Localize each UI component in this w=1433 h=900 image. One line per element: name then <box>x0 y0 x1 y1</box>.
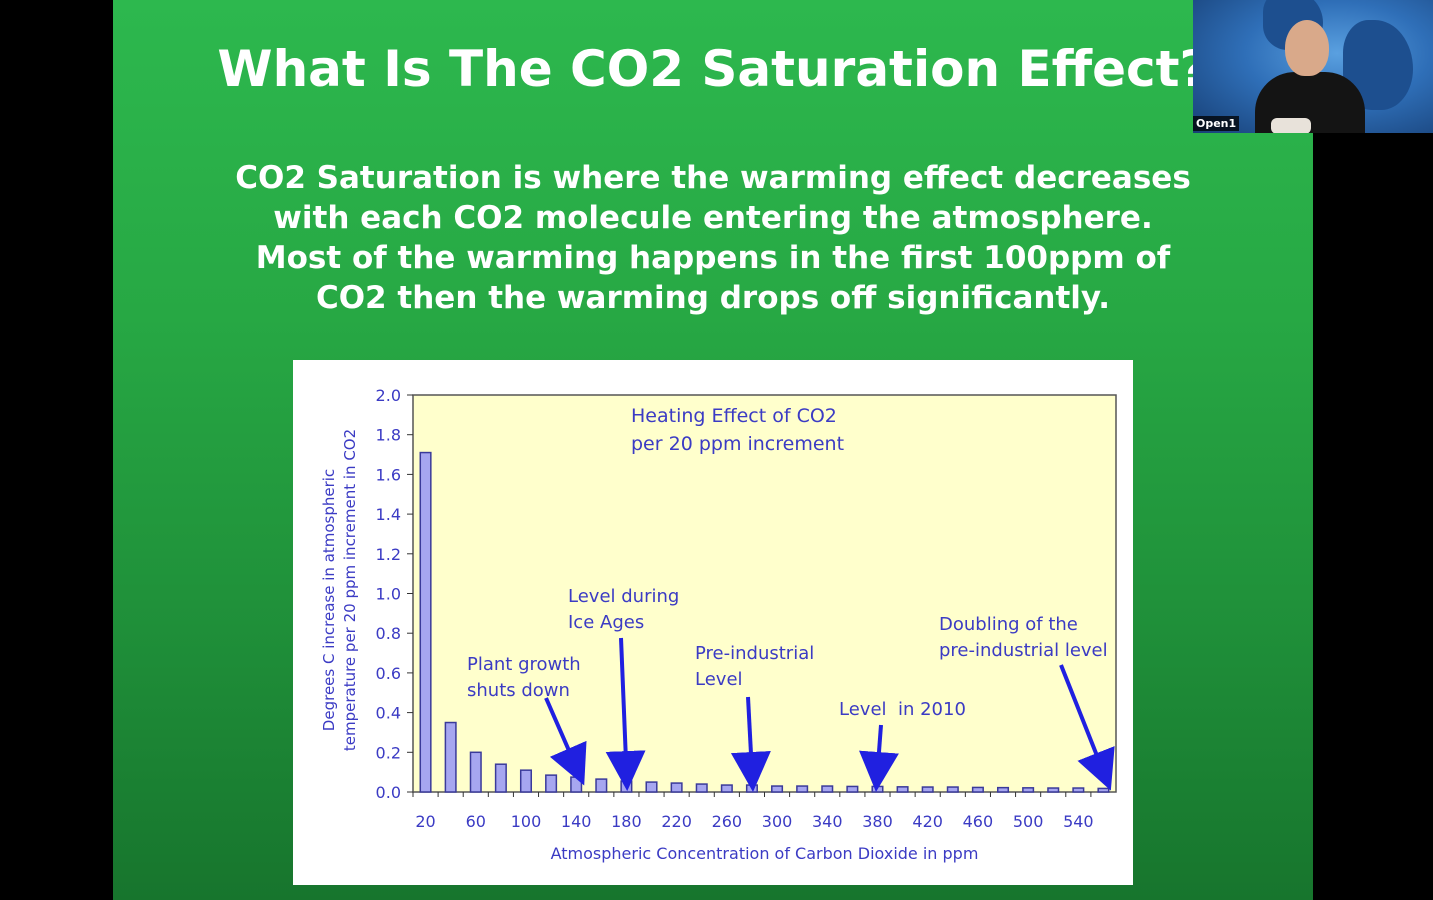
x-tick-label: 500 <box>1013 812 1044 831</box>
y-tick-label: 0.6 <box>376 664 401 683</box>
slide-title: What Is The CO2 Saturation Effect? <box>217 40 1209 98</box>
body-line-2: with each CO2 molecule entering the atmo… <box>273 200 1153 236</box>
bar <box>821 785 834 793</box>
x-tick-label: 460 <box>963 812 994 831</box>
body-line-4: CO2 then the warming drops off significa… <box>315 280 1111 316</box>
bar <box>1047 787 1060 793</box>
bar <box>545 774 558 793</box>
plot-area <box>412 394 1117 793</box>
x-tick-label: 300 <box>762 812 793 831</box>
y-tick-label: 1.2 <box>376 545 401 564</box>
participant-head <box>1285 20 1329 76</box>
annotation-label: Level during <box>568 586 679 607</box>
bar <box>570 776 583 793</box>
y-tick-label: 1.4 <box>376 505 401 524</box>
body-line-3: Most of the warming happens in the first… <box>255 240 1171 276</box>
chart-panel: 0.0 0.2 0.4 0.6 0.8 1.0 1.2 1.4 1.6 1.8 2.0 20 60 100… <box>293 360 1133 885</box>
annotation-arrow <box>544 697 587 786</box>
annotation-arrow <box>605 637 646 792</box>
bar <box>871 785 884 793</box>
participant-name-label: Open1 <box>1193 116 1240 131</box>
bar <box>1097 787 1110 793</box>
chart-title: Heating Effect of CO2 <box>631 405 837 427</box>
bar <box>469 751 482 793</box>
presentation-slide: What Is The CO2 Saturation Effect? CO2 S… <box>113 0 1313 900</box>
bar <box>796 785 809 793</box>
bar <box>695 783 708 793</box>
x-tick-label: 20 <box>415 812 435 831</box>
y-tick-label: 0.2 <box>376 743 401 762</box>
x-tick-label: 260 <box>712 812 743 831</box>
x-tick-label: 100 <box>511 812 542 831</box>
bar <box>1072 787 1085 793</box>
bar <box>595 778 608 793</box>
annotation-label: pre-industrial level <box>939 640 1108 661</box>
chart-title: per 20 ppm increment <box>631 433 844 455</box>
x-tick-label: 140 <box>561 812 592 831</box>
annotation-arrow <box>859 724 899 792</box>
annotation-arrow <box>730 696 771 792</box>
y-axis-label: temperature per 20 ppm increment in CO2 <box>341 429 359 751</box>
annotation-label: Pre-industrial <box>695 643 814 664</box>
y-tick-label: 0.4 <box>376 704 401 723</box>
x-tick-label: 420 <box>912 812 943 831</box>
x-tick-label: 380 <box>862 812 893 831</box>
participant-hand <box>1271 118 1311 133</box>
bar <box>971 786 984 793</box>
annotation-label: Level in 2010 <box>839 699 966 720</box>
bar <box>771 785 784 793</box>
co2-heating-chart: 0.0 0.2 0.4 0.6 0.8 1.0 1.2 1.4 1.6 1.8 2.0 20 60 100… <box>320 386 1117 863</box>
annotation-label: Level <box>695 669 743 690</box>
bar <box>670 782 683 793</box>
y-tick-label: 2.0 <box>376 386 401 405</box>
y-tick-label: 0.0 <box>376 783 401 802</box>
bar <box>620 780 633 793</box>
bar <box>419 451 432 793</box>
x-tick-label: 220 <box>661 812 692 831</box>
bar <box>1022 787 1035 793</box>
y-tick-label: 0.8 <box>376 624 401 643</box>
y-axis-label: Degrees C increase in atmospheric <box>320 469 338 731</box>
bar <box>896 786 909 793</box>
annotation-label: Plant growth <box>467 654 581 675</box>
x-axis-label: Atmospheric Concentration of Carbon Diox… <box>551 844 979 863</box>
webcam-thumbnail[interactable]: Open1 <box>1193 0 1433 133</box>
bar <box>720 784 733 793</box>
x-tick-label: 340 <box>812 812 843 831</box>
bar <box>946 786 959 793</box>
y-tick-label: 1.0 <box>376 585 401 604</box>
x-tick-label: 180 <box>611 812 642 831</box>
bar <box>494 763 507 793</box>
bar <box>745 784 758 793</box>
annotation-label: shuts down <box>467 680 570 701</box>
y-tick-label: 1.6 <box>376 465 401 484</box>
bar <box>444 721 457 793</box>
bar <box>921 786 934 793</box>
x-tick-label: 60 <box>466 812 486 831</box>
x-tick-label: 540 <box>1063 812 1094 831</box>
bar <box>846 785 859 793</box>
annotation-arrow <box>1059 664 1115 791</box>
bar <box>519 769 533 793</box>
annotation-label: Ice Ages <box>568 612 644 633</box>
bar <box>996 786 1010 793</box>
annotation-label: Doubling of the <box>939 614 1078 635</box>
y-tick-label: 1.8 <box>376 426 401 445</box>
body-line-1: CO2 Saturation is where the warming effe… <box>235 160 1191 196</box>
bar <box>645 781 658 793</box>
slide-body-text: CO2 Saturation is where the warming effe… <box>153 158 1273 318</box>
